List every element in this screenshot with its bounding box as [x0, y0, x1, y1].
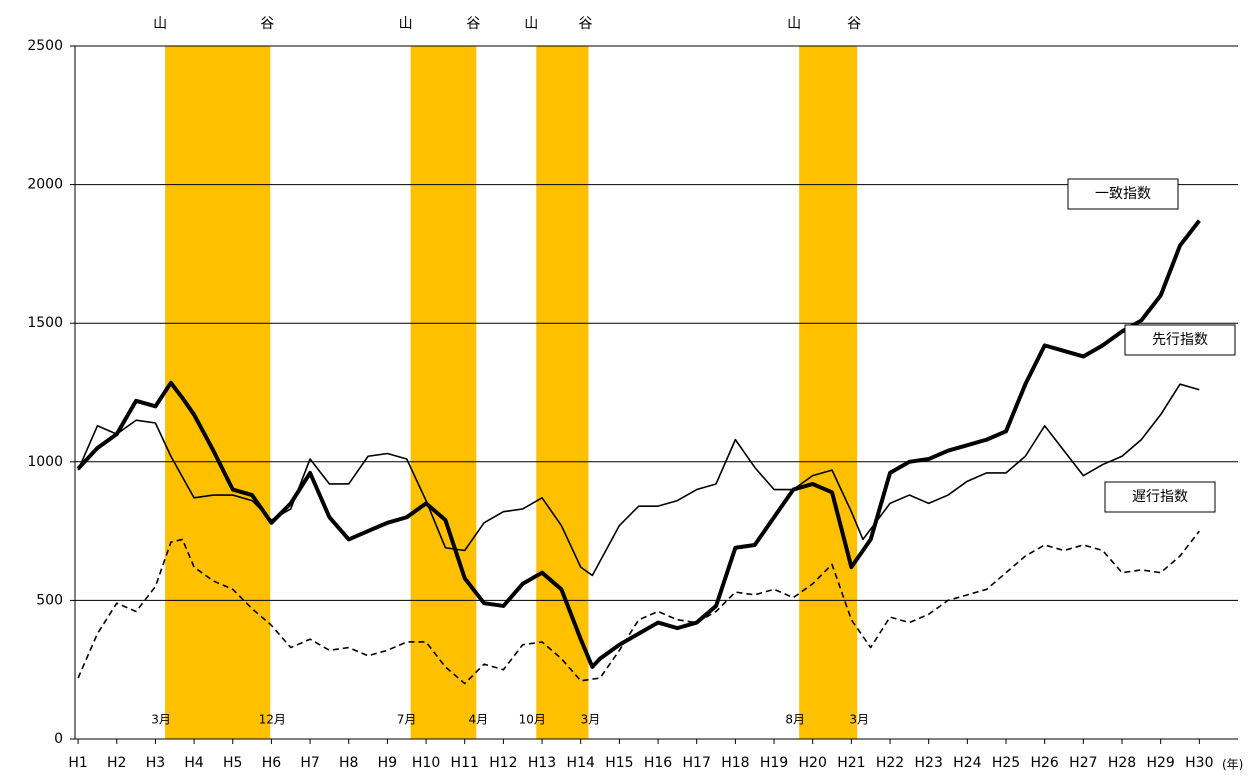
recession-band [799, 46, 858, 739]
x-tick-label: H1 [68, 755, 87, 771]
x-tick-label: H15 [605, 755, 633, 771]
series-line [77, 383, 1200, 577]
x-tick-label: H26 [1031, 755, 1059, 771]
x-tick-label: H13 [528, 755, 556, 771]
start-month: 7月 [397, 713, 417, 727]
x-tick-label: H2 [107, 755, 126, 771]
x-tick-label: H28 [1108, 755, 1136, 771]
x-tick-label: H10 [412, 755, 440, 771]
trough-label: 谷 [847, 16, 861, 32]
legend-box [1067, 178, 1179, 210]
x-tick-label: H4 [184, 755, 204, 771]
trough-label: 谷 [466, 16, 480, 32]
end-month: 4月 [469, 713, 489, 727]
x-unit: (年) [1222, 758, 1243, 772]
x-tick-label: H3 [146, 755, 165, 771]
peak-label: 山 [399, 16, 413, 32]
x-tick-label: H11 [451, 755, 479, 771]
x-tick-label: H20 [799, 755, 827, 771]
legend-label: 一致指数 [1095, 186, 1151, 202]
y-tick-label: 1000 [27, 454, 63, 470]
legend-box [1104, 481, 1216, 513]
peak-label: 山 [787, 16, 801, 32]
trough-label: 谷 [260, 16, 274, 32]
x-tick-label: H25 [992, 755, 1020, 771]
legend-box [1124, 324, 1236, 356]
x-tick-label: H19 [760, 755, 788, 771]
x-tick-label: H16 [644, 755, 672, 771]
x-tick-label: H14 [567, 755, 595, 771]
end-month: 12月 [259, 713, 286, 727]
end-month: 3月 [849, 713, 869, 727]
peak-label: 山 [153, 16, 167, 32]
trough-label: 谷 [578, 16, 592, 32]
x-tick-label: H22 [876, 755, 904, 771]
end-month: 3月 [581, 713, 601, 727]
y-tick-label: 1500 [27, 315, 63, 331]
recession-band [536, 46, 589, 739]
x-tick-label: H18 [721, 755, 749, 771]
x-tick-label: H6 [262, 755, 282, 771]
peak-label: 山 [524, 16, 538, 32]
x-tick-label: H27 [1069, 755, 1097, 771]
x-tick-label: H30 [1185, 755, 1213, 771]
series-line [76, 219, 1201, 669]
recession-band [410, 46, 477, 739]
y-tick-label: 2500 [27, 38, 63, 54]
y-tick-label: 500 [36, 592, 63, 608]
x-tick-label: H12 [489, 755, 517, 771]
y-tick-label: 0 [54, 731, 63, 747]
x-tick-label: H23 [915, 755, 943, 771]
legend-label: 先行指数 [1152, 332, 1208, 348]
x-tick-label: H17 [683, 755, 711, 771]
start-month: 10月 [519, 713, 546, 727]
start-month: 3月 [151, 713, 171, 727]
x-tick-label: H21 [837, 755, 865, 771]
recession-band [165, 46, 271, 739]
series-line [77, 530, 1200, 685]
x-tick-label: H24 [953, 755, 981, 771]
x-tick-label: H29 [1147, 755, 1175, 771]
x-tick-label: H8 [339, 755, 358, 771]
start-month: 8月 [785, 713, 805, 727]
x-tick-label: H5 [223, 755, 242, 771]
y-tick-label: 2000 [27, 177, 63, 193]
legend-label: 遅行指数 [1132, 489, 1188, 505]
x-tick-label: H7 [300, 755, 319, 771]
x-tick-label: H9 [378, 755, 397, 771]
